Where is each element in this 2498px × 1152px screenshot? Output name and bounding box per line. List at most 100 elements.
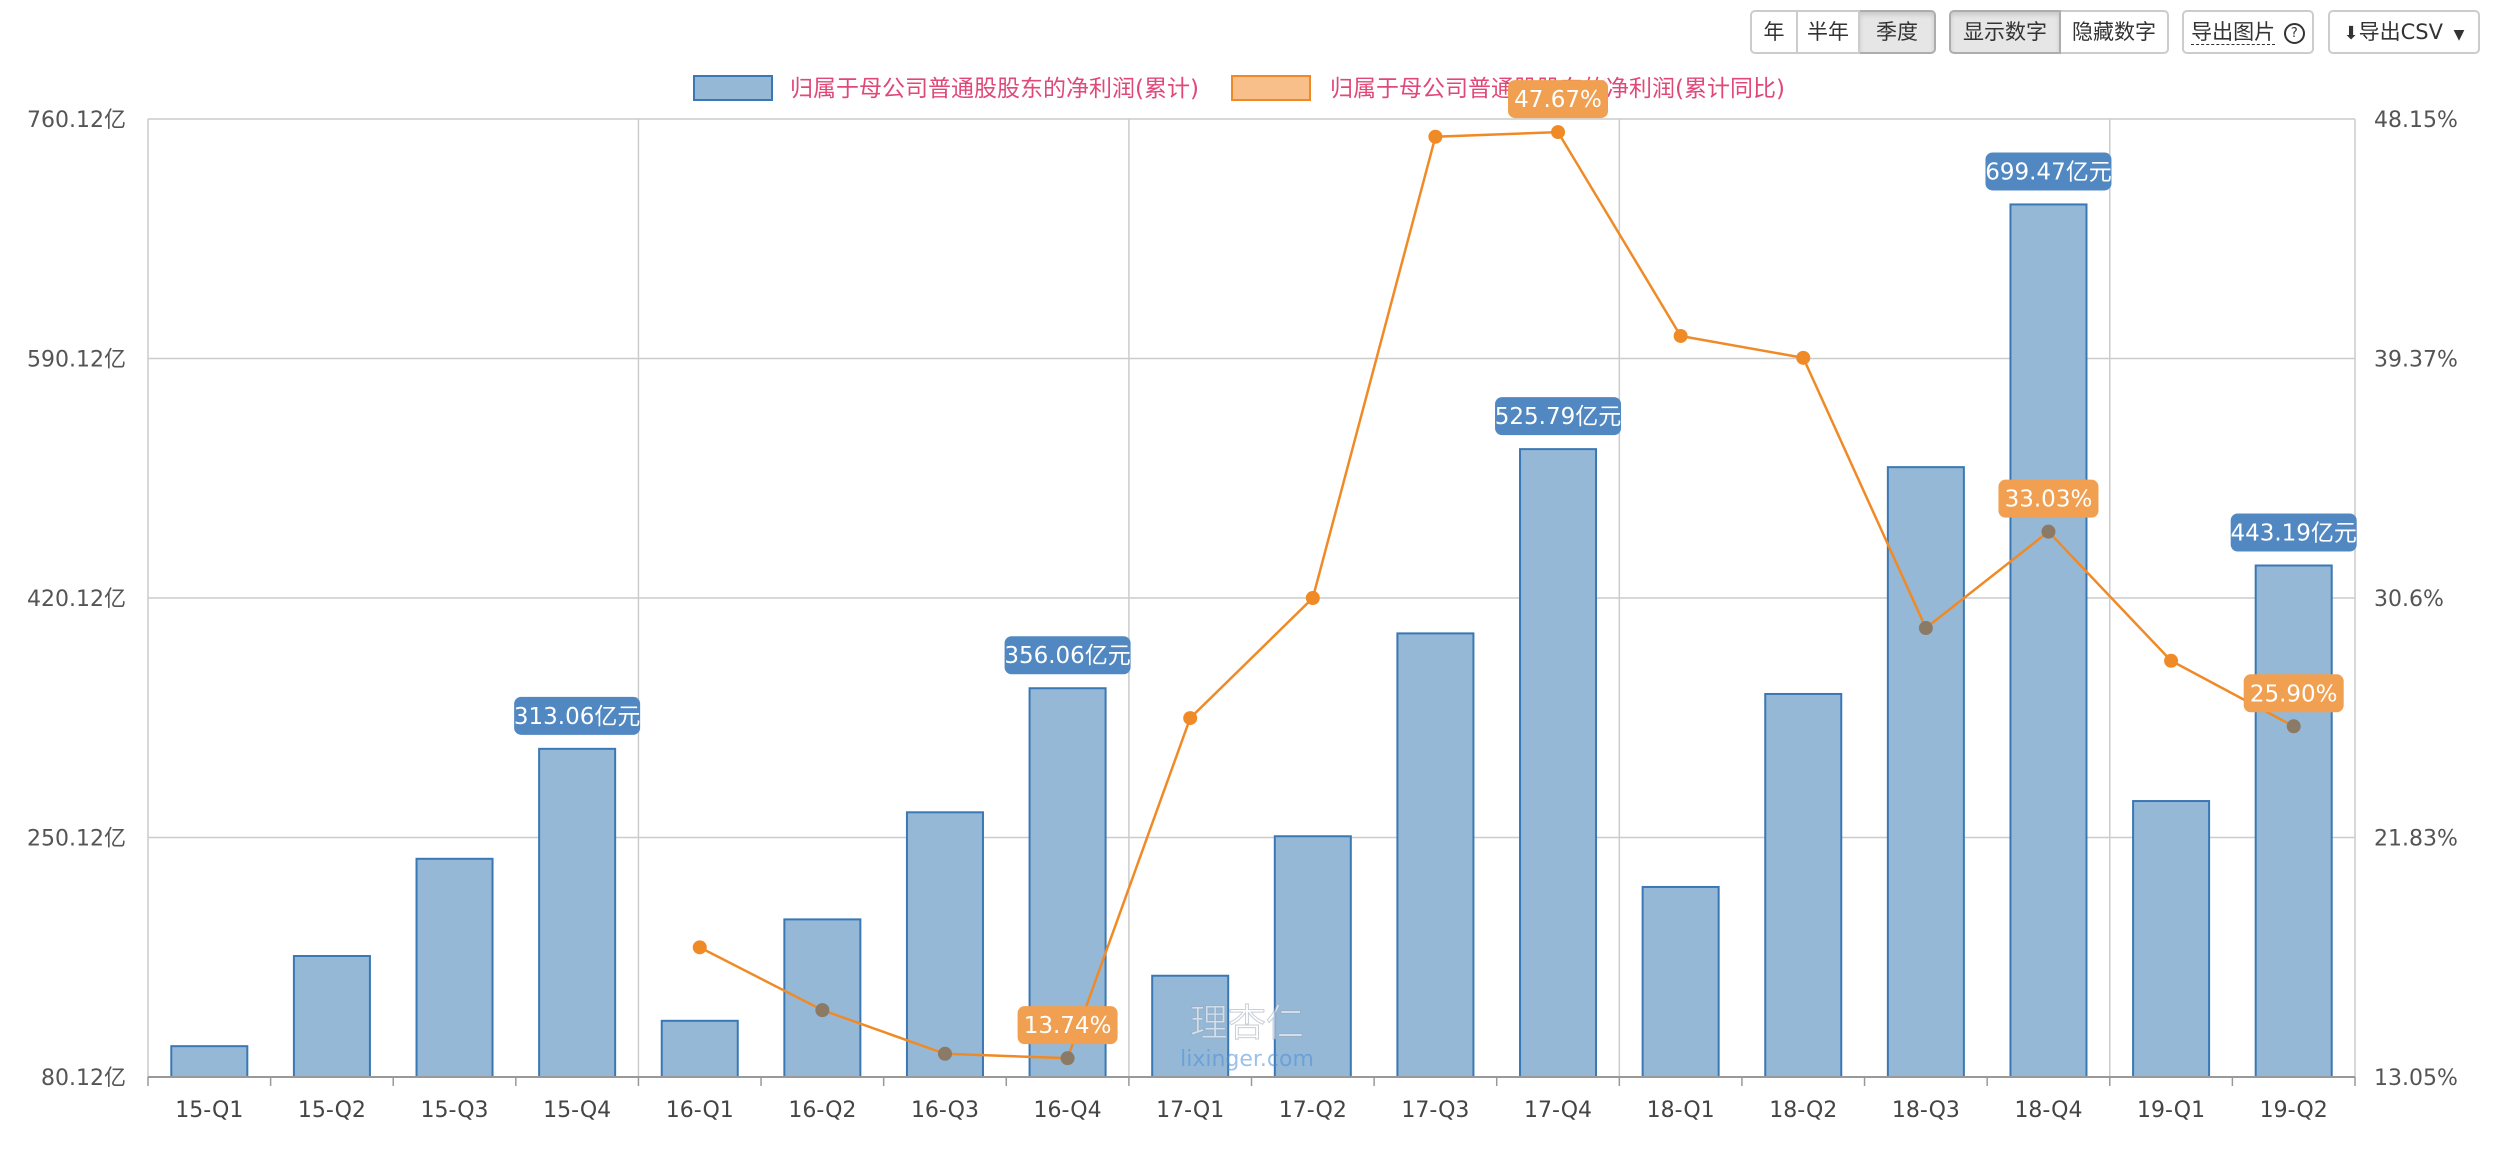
bar-data-label-bg	[1495, 397, 1622, 436]
bar-18-Q2[interactable]	[1764, 692, 1843, 1078]
hide-numbers-button[interactable]: 隐藏数字	[2061, 10, 2169, 54]
line-point-16-Q1[interactable]	[692, 940, 707, 955]
y-left-tick-label: 250.12亿	[27, 827, 126, 852]
bar-17-Q3[interactable]	[1396, 632, 1475, 1078]
legend-bar-swatch[interactable]	[693, 75, 773, 101]
x-tick-label: 15-Q1	[175, 1098, 243, 1123]
x-tick-label: 16-Q4	[1034, 1098, 1102, 1123]
line-data-label-bg	[2243, 674, 2344, 713]
x-tick-label: 18-Q2	[1769, 1098, 1837, 1123]
export-image-button[interactable]: 导出图片 ?	[2182, 10, 2314, 54]
y-right-tick-label: 21.83%	[2374, 827, 2458, 852]
y-right-tick-label: 13.05%	[2374, 1066, 2458, 1091]
x-tick-label: 17-Q4	[1524, 1098, 1592, 1123]
line-data-label: 33.03%	[2005, 487, 2093, 513]
line-point-18-Q3[interactable]	[1918, 621, 1933, 636]
x-tick-label: 17-Q2	[1279, 1098, 1347, 1123]
bar-15-Q2[interactable]	[292, 955, 371, 1079]
line-data-label: 13.74%	[1024, 1013, 1112, 1039]
line-point-17-Q4[interactable]	[1551, 125, 1566, 140]
x-tick-label: 19-Q2	[2260, 1098, 2328, 1123]
bar-data-label-bg	[2230, 513, 2357, 552]
bar-15-Q1[interactable]	[170, 1045, 249, 1078]
y-left-tick-label: 80.12亿	[41, 1066, 126, 1091]
line-data-label-bg	[1017, 1006, 1118, 1045]
bar-17-Q4[interactable]	[1519, 448, 1598, 1078]
period-button-quarter[interactable]: 季度	[1860, 10, 1936, 54]
bar-data-label: 356.06亿元	[1004, 643, 1130, 669]
bar-18-Q1[interactable]	[1641, 885, 1720, 1079]
export-csv-label: 导出CSV	[2358, 20, 2443, 44]
line-data-label-bg	[1508, 80, 1609, 119]
bar-15-Q4[interactable]	[538, 747, 617, 1079]
line-data-label: 25.90%	[2250, 681, 2338, 707]
bar-17-Q2[interactable]	[1273, 835, 1352, 1079]
watermark: 理杏仁 lixinger.com	[1180, 1001, 1314, 1073]
show-numbers-button[interactable]: 显示数字	[1949, 10, 2061, 54]
line-point-18-Q4[interactable]	[2041, 524, 2056, 539]
line-point-18-Q2[interactable]	[1796, 350, 1811, 365]
y-left-tick-label: 760.12亿	[27, 108, 126, 133]
line-data-label: 47.67%	[1514, 87, 1602, 113]
line-point-19-Q1[interactable]	[2164, 653, 2179, 668]
export-csv-button[interactable]: ⬇导出CSV ▼	[2328, 10, 2480, 54]
x-tick-label: 16-Q1	[666, 1098, 734, 1123]
download-icon: ⬇	[2343, 23, 2359, 44]
x-tick-label: 18-Q1	[1647, 1098, 1715, 1123]
line-data-label-bg	[1998, 479, 2099, 518]
watermark-subtext: lixinger.com	[1180, 1047, 1314, 1072]
line-series	[692, 125, 2301, 1066]
x-tick-label: 15-Q3	[420, 1098, 488, 1123]
x-tick-label: 18-Q3	[1892, 1098, 1960, 1123]
bar-19-Q1[interactable]	[2132, 800, 2211, 1079]
bar-18-Q4[interactable]	[2009, 203, 2088, 1079]
bar-15-Q3[interactable]	[415, 857, 494, 1078]
watermark-text: 理杏仁	[1190, 1001, 1304, 1045]
bar-data-label-bg	[1004, 636, 1131, 675]
y-right-tick-label: 39.37%	[2374, 348, 2458, 373]
caret-down-icon: ▼	[2453, 27, 2465, 43]
data-labels: 313.06亿元 356.06亿元 525.79亿元 699.47亿元 443.19亿元…	[514, 80, 2357, 1045]
bar-data-label: 313.06亿元	[514, 704, 640, 730]
x-tick-label: 15-Q4	[543, 1098, 611, 1123]
line-point-17-Q3[interactable]	[1428, 129, 1443, 144]
y-right-tick-label: 48.15%	[2374, 108, 2458, 133]
yoy-line	[699, 130, 2295, 1060]
bar-data-label: 525.79亿元	[1495, 404, 1621, 430]
line-point-16-Q2[interactable]	[815, 1003, 830, 1018]
legend-line-swatch[interactable]	[1231, 75, 1311, 101]
line-point-16-Q4[interactable]	[1060, 1051, 1075, 1066]
bar-data-label: 699.47亿元	[1985, 159, 2111, 185]
x-tick-label: 18-Q4	[2014, 1098, 2082, 1123]
bar-data-label-bg	[1985, 152, 2112, 191]
legend-bar-label[interactable]: 归属于母公司普通股股东的净利润(累计)	[790, 76, 1199, 102]
x-tick-label: 19-Q1	[2137, 1098, 2205, 1123]
y-right-tick-label: 30.6%	[2374, 587, 2444, 612]
line-point-16-Q3[interactable]	[937, 1046, 952, 1061]
chart-toolbar: 年 半年 季度 显示数字 隐藏数字 导出图片 ? ⬇导出CSV ▼	[0, 10, 2498, 56]
axes: 80.12亿 13.05% 250.12亿 21.83% 420.12亿 30.6% 590…	[27, 108, 2458, 1123]
bar-16-Q2[interactable]	[783, 918, 862, 1078]
x-tick-label: 15-Q2	[298, 1098, 366, 1123]
bar-19-Q2[interactable]	[2254, 564, 2333, 1078]
x-tick-label: 17-Q1	[1156, 1098, 1224, 1123]
line-point-17-Q1[interactable]	[1183, 711, 1198, 726]
bar-16-Q3[interactable]	[905, 811, 984, 1078]
help-circle-icon: ?	[2283, 22, 2305, 44]
export-image-label: 导出图片	[2191, 20, 2276, 45]
line-point-17-Q2[interactable]	[1305, 591, 1320, 605]
bar-data-label-bg	[514, 696, 641, 735]
line-point-19-Q2[interactable]	[2286, 719, 2301, 734]
y-left-tick-label: 420.12亿	[27, 587, 126, 612]
line-point-18-Q1[interactable]	[1673, 328, 1688, 343]
bar-18-Q3[interactable]	[1886, 466, 1965, 1078]
bar-16-Q1[interactable]	[660, 1019, 739, 1078]
bar-data-label: 443.19亿元	[2230, 520, 2356, 546]
x-tick-label: 16-Q2	[788, 1098, 856, 1123]
period-button-half-year[interactable]: 半年	[1798, 10, 1860, 54]
bar-series	[170, 203, 2333, 1079]
x-tick-label: 17-Q3	[1401, 1098, 1469, 1123]
period-button-year[interactable]: 年	[1750, 10, 1798, 54]
bar-17-Q1[interactable]	[1151, 974, 1230, 1078]
